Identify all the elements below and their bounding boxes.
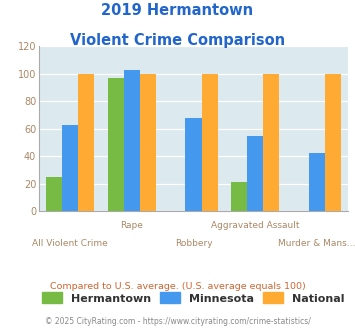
Text: Compared to U.S. average. (U.S. average equals 100): Compared to U.S. average. (U.S. average … — [50, 282, 305, 291]
Bar — [140, 74, 156, 211]
Text: Violent Crime Comparison: Violent Crime Comparison — [70, 33, 285, 48]
Legend: Hermantown, Minnesota, National: Hermantown, Minnesota, National — [38, 288, 349, 308]
Bar — [46, 177, 62, 211]
Text: All Violent Crime: All Violent Crime — [32, 239, 108, 248]
Bar — [62, 124, 78, 211]
Bar — [247, 136, 263, 211]
Text: Aggravated Assault: Aggravated Assault — [211, 221, 300, 230]
Bar — [231, 182, 247, 211]
Text: © 2025 CityRating.com - https://www.cityrating.com/crime-statistics/: © 2025 CityRating.com - https://www.city… — [45, 317, 310, 326]
Text: 2019 Hermantown: 2019 Hermantown — [102, 3, 253, 18]
Text: Rape: Rape — [120, 221, 143, 230]
Bar — [185, 118, 202, 211]
Bar — [309, 153, 325, 211]
Bar — [78, 74, 94, 211]
Bar — [124, 70, 140, 211]
Bar — [325, 74, 341, 211]
Bar — [263, 74, 279, 211]
Text: Murder & Mans...: Murder & Mans... — [278, 239, 355, 248]
Text: Robbery: Robbery — [175, 239, 212, 248]
Bar — [202, 74, 218, 211]
Bar — [108, 78, 124, 211]
